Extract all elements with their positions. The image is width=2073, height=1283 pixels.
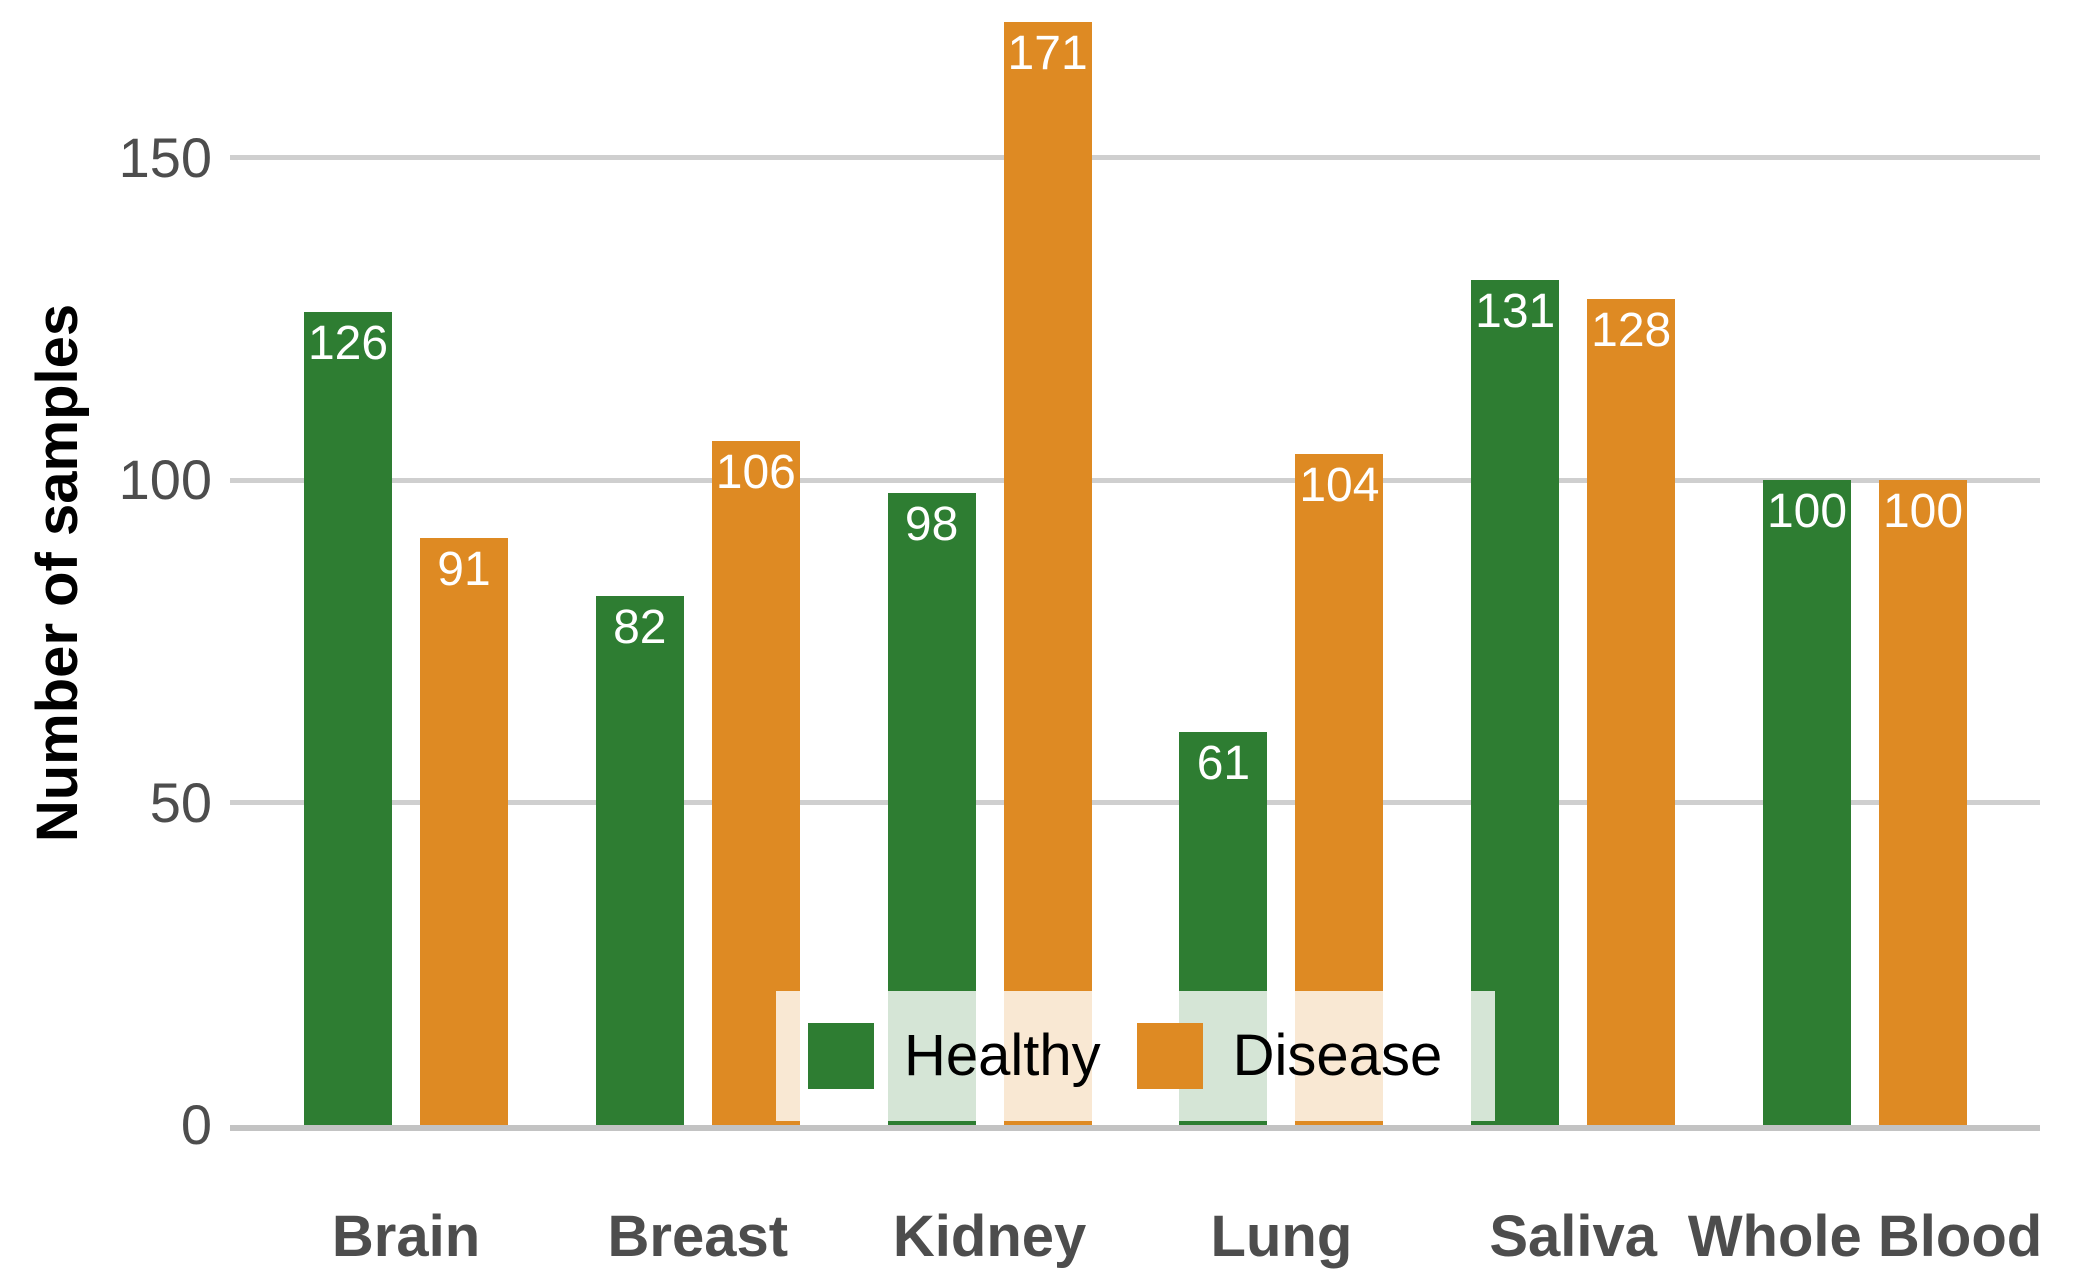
bar-healthy-saliva: 131 (1471, 280, 1560, 1125)
x-category-label-kidney: Kidney (892, 1204, 1087, 1269)
bar-value-label: 128 (1591, 304, 1672, 358)
bar-disease-saliva: 128 (1587, 299, 1676, 1125)
bar-value-label: 98 (904, 497, 959, 551)
legend-label-healthy: Healthy (904, 1023, 1101, 1088)
bar-healthy-breast: 82 (595, 596, 684, 1125)
bar-value-label: 106 (715, 446, 796, 500)
x-category-label-brain: Brain (331, 1204, 481, 1269)
bar-value-label: 82 (613, 601, 667, 655)
y-tick-label-150: 150 (118, 125, 212, 189)
y-tick-label-0: 0 (180, 1093, 212, 1156)
gridline-50 (230, 800, 2040, 805)
legend-swatch-disease (1136, 1023, 1203, 1089)
bar-value-label: 91 (437, 543, 491, 597)
y-axis-title: Number of samples (25, 303, 90, 843)
legend-swatch-healthy (808, 1023, 874, 1089)
gridline-150 (230, 155, 2040, 160)
bar-value-label: 61 (1196, 736, 1251, 790)
bar-disease-kidney: 171 (1003, 22, 1092, 1125)
gridline-100 (230, 477, 2040, 483)
x-category-label-lung: Lung (1210, 1204, 1353, 1269)
x-category-label-breast: Breast (607, 1204, 789, 1269)
x-category-label-whole-blood: Whole Blood (1687, 1204, 2043, 1269)
y-tick-label-50: 50 (149, 770, 212, 834)
bar-value-label: 100 (1882, 485, 1964, 538)
bar-value-label: 131 (1475, 285, 1556, 339)
bar-value-label: 171 (1007, 27, 1088, 81)
y-tick-label-100: 100 (118, 448, 212, 511)
bar-value-label: 100 (1766, 485, 1848, 538)
bar-disease-brain: 91 (420, 538, 508, 1125)
bar-value-label: 126 (307, 317, 389, 371)
bar-healthy-whole-blood: 100 (1763, 480, 1851, 1125)
legend-label-disease: Disease (1232, 1023, 1443, 1088)
gridline-0 (230, 1125, 2040, 1131)
legend: Healthy Disease (776, 991, 1495, 1121)
x-category-label-saliva: Saliva (1489, 1204, 1658, 1269)
bar-value-label: 104 (1299, 459, 1380, 513)
bar-disease-whole-blood: 100 (1879, 480, 1967, 1125)
bar-healthy-brain: 126 (304, 312, 392, 1125)
